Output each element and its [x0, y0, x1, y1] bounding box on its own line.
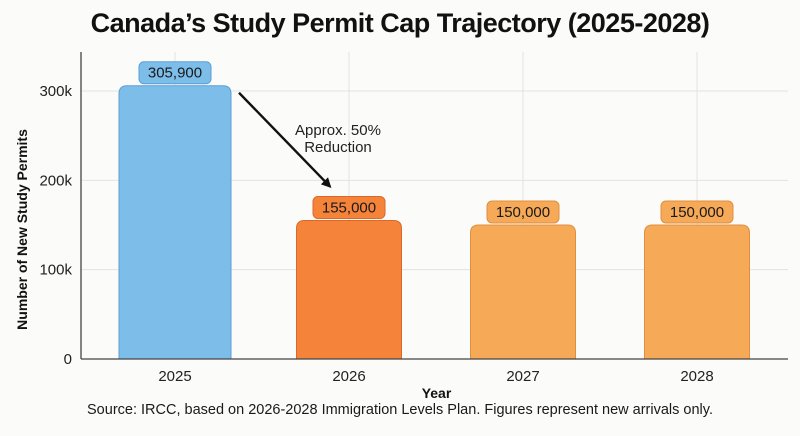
- value-label: 155,000: [322, 200, 376, 217]
- x-axis-label: Year: [422, 385, 452, 401]
- value-label-box: [312, 196, 386, 220]
- bar-2028: [644, 224, 750, 360]
- value-label: 150,000: [496, 204, 550, 221]
- x-tick-label: 2026: [332, 368, 365, 385]
- x-tick-label: 2025: [158, 368, 191, 385]
- bar-2025: [118, 85, 232, 360]
- value-label-box: [660, 200, 734, 224]
- value-label-box: [138, 61, 212, 85]
- bar-2027: [470, 224, 576, 360]
- value-label: 305,900: [148, 65, 202, 82]
- annotation-text-line-1: Approx. 50%: [295, 122, 381, 139]
- chart-title: Canada’s Study Permit Cap Trajectory (20…: [90, 8, 710, 38]
- value-label: 150,000: [670, 204, 724, 221]
- x-tick-label: 2028: [680, 368, 713, 385]
- annotation: Approx. 50% Reduction: [238, 91, 381, 188]
- reduction-arrow-icon: [238, 91, 332, 188]
- annotation-text-line-2: Reduction: [304, 139, 372, 156]
- value-labels: 305,900 155,000 150,000 150,000: [138, 61, 734, 224]
- bar-2026: [296, 220, 402, 360]
- y-tick-label: 200k: [39, 172, 72, 189]
- value-label-box: [486, 200, 560, 224]
- y-axis-label: Number of New Study Permits: [14, 129, 30, 330]
- y-tick-label: 100k: [39, 262, 72, 279]
- bars: [118, 85, 750, 360]
- y-tick-label: 0: [64, 351, 72, 368]
- source-note: Source: IRCC, based on 2026-2028 Immigra…: [87, 402, 713, 418]
- axes: 0 100k 200k 300k 2025 2026 2027 2028: [39, 52, 788, 385]
- x-tick-label: 2027: [506, 368, 539, 385]
- y-tick-label: 300k: [39, 83, 72, 100]
